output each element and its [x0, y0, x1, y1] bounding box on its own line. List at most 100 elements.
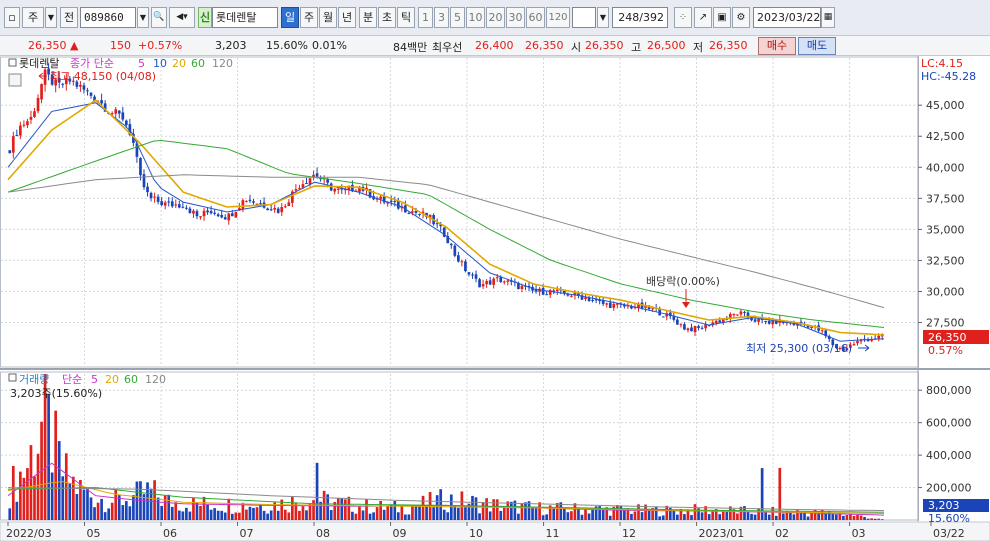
period-select[interactable]: 주 — [22, 7, 44, 28]
volume-bar — [630, 513, 633, 520]
tab-minute[interactable]: 분 — [359, 7, 377, 28]
candle-body — [457, 255, 460, 262]
gear-icon[interactable]: ⚙ — [732, 7, 750, 28]
volume-bar — [467, 503, 471, 520]
volume-bar — [368, 513, 372, 520]
candle-body — [153, 196, 156, 198]
date-axis: 2022/03 05 06 07 08 09 10 11 12 2023/01 02 03 03/22 — [6, 522, 965, 540]
volume-bar — [220, 510, 224, 520]
buy-button[interactable]: 매수 — [758, 37, 796, 55]
candle-body — [252, 201, 255, 203]
volume-bar — [238, 512, 241, 520]
candle-body — [517, 282, 520, 290]
candle-body — [478, 279, 481, 288]
minute-option-30[interactable]: 30 — [506, 7, 525, 28]
volume-bar — [110, 502, 114, 520]
volume-bar — [781, 513, 785, 520]
candle-body — [365, 187, 368, 191]
tab-second[interactable]: 초 — [378, 7, 396, 28]
volume-legend: 거래량 단순 5 20 60 120 3,203주(15.60%) — [8, 373, 166, 400]
price-volume-chart[interactable]: 45,000 42,500 40,000 37,500 35,000 32,500 30,0… — [0, 56, 990, 541]
last-volume-pct-tag: 15.60% — [928, 512, 970, 525]
window-menu-icon[interactable]: ▫ — [4, 7, 20, 28]
stock-code-input[interactable]: 089860 — [80, 7, 136, 28]
volume-bar — [640, 512, 644, 520]
volume-legend-collapse-icon[interactable] — [8, 373, 17, 382]
candle-body — [181, 206, 185, 208]
calendar-icon[interactable]: ▦ — [821, 7, 835, 28]
date-tick-label: 11 — [546, 527, 560, 540]
volume-bar — [195, 503, 199, 520]
volume-bar — [421, 495, 425, 520]
volume-bar — [361, 510, 365, 520]
date-tick-label: 2023/01 — [699, 527, 745, 540]
dividend-arrow-icon — [682, 302, 690, 308]
volume-bar — [771, 506, 775, 520]
candle-body — [792, 323, 796, 325]
legend-collapse-icon[interactable] — [8, 58, 17, 67]
candle-body — [676, 319, 679, 325]
minute-option-10[interactable]: 10 — [466, 7, 485, 28]
candle-body — [149, 192, 153, 199]
tab-year[interactable]: 년 — [338, 7, 356, 28]
chevron-down-icon[interactable]: ▼ — [45, 7, 57, 28]
volume-bar — [679, 508, 683, 520]
volume-bar — [393, 501, 397, 520]
minute-option-5[interactable]: 5 — [450, 7, 465, 28]
minute-option-1[interactable]: 1 — [418, 7, 433, 28]
candle-body — [280, 207, 284, 213]
volume-bar — [471, 495, 474, 520]
low-price: 26,350 — [709, 39, 748, 52]
custom-period-dropdown-icon[interactable]: ▼ — [597, 7, 609, 28]
code-dropdown-icon[interactable]: ▼ — [137, 7, 149, 28]
chart-options-icon[interactable] — [8, 73, 22, 87]
volume-bar — [128, 506, 132, 520]
candle-body — [139, 157, 142, 176]
minute-option-3[interactable]: 3 — [434, 7, 449, 28]
volume-bar — [757, 508, 760, 520]
candle-body — [591, 300, 594, 302]
chart-annotations: 최고 48,150 (04/08) 배당락(0.00%) 최저 25,300 (… — [38, 57, 976, 355]
tab-day[interactable]: 일 — [281, 7, 299, 28]
prev-button[interactable]: 전 — [60, 7, 78, 28]
candle-body — [188, 208, 192, 214]
custom-period-input[interactable] — [572, 7, 596, 28]
volume-bar — [729, 506, 732, 520]
sell-button[interactable]: 매도 — [798, 37, 836, 55]
volume-bar — [269, 510, 273, 520]
candle-body — [577, 292, 580, 296]
candle-body — [714, 320, 718, 324]
search-icon[interactable]: 🔍 — [151, 7, 167, 28]
tab-tick[interactable]: 틱 — [397, 7, 415, 28]
minute-option-60[interactable]: 60 — [526, 7, 545, 28]
volume-bar — [623, 509, 626, 520]
volume-bar — [117, 494, 121, 520]
candle-body — [248, 199, 252, 201]
volume-bar — [534, 508, 538, 520]
draw-tool-icon[interactable]: ↗ — [694, 7, 712, 28]
volume-bar — [612, 506, 616, 520]
tab-week[interactable]: 주 — [300, 7, 318, 28]
speaker-icon[interactable]: ◀▾ — [169, 7, 195, 28]
date-input[interactable]: 2023/03/22 — [753, 7, 821, 28]
candle-body — [736, 314, 739, 316]
candle-body — [449, 243, 453, 246]
candle-body — [651, 308, 654, 310]
volume-bar — [315, 462, 319, 520]
volume-bar — [103, 512, 107, 520]
period-select-label: 주 — [27, 11, 39, 24]
volume-bar — [79, 480, 82, 520]
legend-ma-120: 120 — [212, 57, 233, 70]
minute-option-20[interactable]: 20 — [486, 7, 505, 28]
grid-icon[interactable]: ⁘ — [674, 7, 692, 28]
tab-month[interactable]: 월 — [319, 7, 337, 28]
minute-option-120[interactable]: 120 — [546, 7, 570, 28]
save-icon[interactable]: ▣ — [713, 7, 731, 28]
candle-body — [721, 319, 725, 323]
volume-tick-label: 800,000 — [926, 384, 972, 397]
volume-bar — [499, 510, 503, 520]
volume-bar — [849, 514, 852, 520]
candle-body — [488, 280, 492, 285]
volume-bar — [492, 499, 496, 520]
candle-body — [195, 211, 199, 217]
